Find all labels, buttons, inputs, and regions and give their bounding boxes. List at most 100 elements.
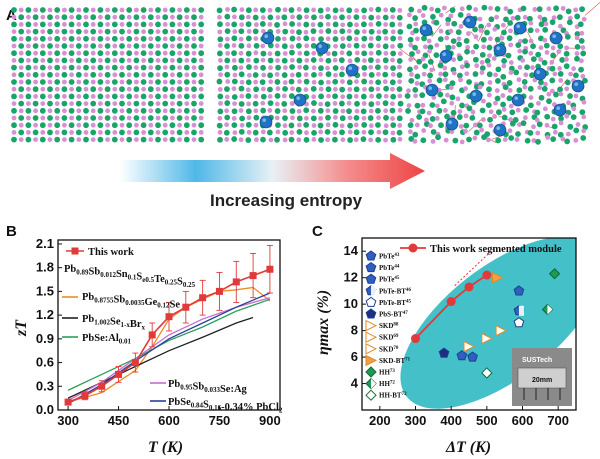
panel-c-letter: C <box>312 223 323 240</box>
chart-c-legend-marker <box>365 354 378 367</box>
chart-c-y-tick-label: 8 <box>351 323 358 338</box>
chart-c-points <box>411 268 561 379</box>
chart-c-literature-point <box>492 271 504 284</box>
chart-b-y-tick-label: 2.1 <box>36 236 54 251</box>
chart-b-legend-label: PbSe0.84S0.16-0.34% PbCl2 <box>168 397 283 415</box>
chart-c-y-tick-label: 12 <box>344 270 358 285</box>
lattice-1 <box>11 7 205 143</box>
chart-c-legend-marker <box>365 250 377 261</box>
chart-c-main-point <box>446 297 456 307</box>
crystal-lattices <box>11 1 600 145</box>
chart-c-legend-marker <box>365 366 377 378</box>
chart-b-legend-label: Pb1.002Se1-xBrx <box>82 314 146 332</box>
chart-c-literature-point <box>481 367 493 379</box>
chart-c-literature-point <box>513 285 525 296</box>
chart-c-y-tick-label: 4 <box>351 376 359 391</box>
lattice-2 <box>216 6 404 143</box>
trend-ellipse <box>400 238 576 409</box>
chart-b-y-tick-label: 1.5 <box>36 283 54 298</box>
chart-c-literature-point <box>495 324 508 337</box>
chart-c-legend-marker <box>365 296 377 307</box>
chart-b-point <box>215 287 223 295</box>
chart-c-main-point <box>411 334 420 344</box>
chart-c-legend-label: PbTe45 <box>379 276 400 284</box>
chart-b-point <box>131 359 139 367</box>
chart-c-legend-label: HH73 <box>379 369 395 377</box>
chart-c-frame <box>361 237 577 411</box>
chart-b-x-tick-label: 600 <box>158 413 180 428</box>
chart-b-series-line <box>67 298 271 391</box>
chart-b-point <box>182 303 190 311</box>
chart-b-point <box>148 331 156 339</box>
chart-c-legend-marker <box>365 273 377 284</box>
chart-c-main-point <box>482 270 492 280</box>
chart-b-x-tick-label: 900 <box>259 413 281 428</box>
chart-b-legend-marker <box>71 247 79 255</box>
chart-c-x-ticks: 200 300 400 500 600 700 <box>369 406 569 428</box>
chart-c-x-tick-label: 700 <box>547 413 569 428</box>
chart-c-legend-marker <box>365 261 377 273</box>
chart-c-legend-label: PbS-BT47 <box>379 311 408 319</box>
chart-c-legend-marker <box>365 389 377 401</box>
chart-b-x-tick-label: 300 <box>57 413 79 428</box>
chart-c-literature-point <box>467 351 478 362</box>
chart-c-legend-label: PbTe43 <box>379 253 400 261</box>
chart-b-point <box>115 370 123 378</box>
panel-b-letter: B <box>6 223 17 240</box>
chart-c-legend-marker <box>365 319 378 332</box>
chart-b-y-tick-label: 0.6 <box>36 355 54 370</box>
chart-b-legend-label: This work <box>88 247 134 258</box>
chart-b-legend-label: Pb0.8755Sb0.0035Ge0.12Se <box>82 292 180 311</box>
chart-b-point <box>266 265 274 273</box>
chart-b-y-label: zT <box>13 319 30 337</box>
chart-b-series <box>64 245 274 406</box>
chart-b-y-tick-label: 1.8 <box>36 260 54 275</box>
chart-c-legend-label: HH72 <box>379 380 395 388</box>
chart-c-literature-point <box>463 340 476 353</box>
chart-b-point <box>249 272 257 280</box>
chart-c-y-tick-label: 6 <box>351 349 358 364</box>
chart-c-legend-label: SKD-BT71 <box>379 357 411 365</box>
chart-c-x-label: ΔT (K) <box>445 439 491 456</box>
chart-c-legend-marker <box>365 342 378 355</box>
chart-c-legend-label: PbTe-BT46 <box>379 287 411 295</box>
chart-c-legend-label: SKD88 <box>379 322 399 330</box>
chart-c-legend-main-label: This work segmented module <box>430 244 562 255</box>
chart-c-y-ticks: 4 6 8 10 12 14 <box>344 243 366 391</box>
chart-c-x-tick-label: 200 <box>369 413 391 428</box>
chart-c-legend-label: SKD69 <box>379 334 399 342</box>
entropy-arrow <box>120 153 425 189</box>
inset-brand: SUSTech <box>522 357 552 364</box>
chart-c-legend-marker <box>365 331 378 344</box>
chart-b-point <box>199 294 207 302</box>
chart-c-x-tick-label: 500 <box>476 413 498 428</box>
lattice-3 <box>400 1 600 145</box>
chart-b-x-ticks: 300 450 600 750 900 <box>57 406 281 428</box>
chart-b-legend-label: PbSe:Al0.01 <box>82 333 132 346</box>
chart-c-literature-point <box>456 350 468 361</box>
chart-c-trend-region <box>400 238 576 409</box>
chart-b-legend: This work Pb0.89Sb0.012Sn0.1Se0.5Te0.25S0… <box>62 247 283 415</box>
chart-c-legend-marker <box>408 243 418 253</box>
chart-c-y-tick-label: 10 <box>344 296 358 311</box>
chart-b-point <box>165 313 173 321</box>
chart-b-y-ticks: 0.0 0.3 0.6 0.9 1.2 1.5 1.8 2.1 <box>36 236 62 417</box>
inset-scale: 20mm <box>532 377 552 384</box>
chart-c-x-tick-label: 400 <box>440 413 462 428</box>
chart-c-main-line <box>414 274 488 340</box>
chart-b-point <box>81 392 89 400</box>
chart-c-legend-label: HH-BT72 <box>379 392 407 400</box>
chart-c-legend-label: PbTe44 <box>379 264 400 272</box>
chart-b-legend-label: Pb0.95Sb0.033Se:Ag <box>168 379 248 395</box>
panel-a-letter: A <box>6 7 17 24</box>
chart-c-literature-point <box>481 332 493 345</box>
chart-b: 0.0 0.3 0.6 0.9 1.2 1.5 1.8 2.1 300 450 600 750 900… <box>13 236 283 456</box>
chart-c-legend-label: PbTe-BT45 <box>379 299 411 307</box>
chart-b-legend-label: Pb0.89Sb0.012Sn0.1Se0.5Te0.25S0.25 <box>64 264 196 289</box>
chart-c-legend-marker <box>365 308 377 319</box>
chart-b-x-tick-label: 750 <box>209 413 231 428</box>
chart-b-y-tick-label: 0.9 <box>36 331 54 346</box>
chart-c-literature-point <box>548 268 561 280</box>
chart-c-y-label: ηmax (%) <box>315 290 332 355</box>
